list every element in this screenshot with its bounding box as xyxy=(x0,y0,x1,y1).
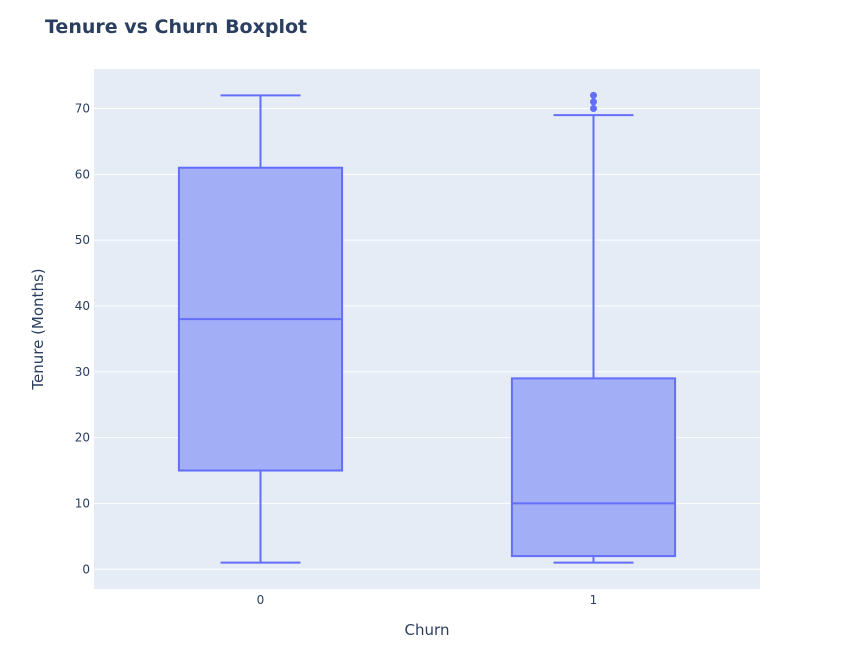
outlier-point xyxy=(590,104,597,112)
chart-title: Tenure vs Churn Boxplot xyxy=(45,16,308,38)
outlier-point xyxy=(590,98,597,106)
x-tick-label: 0 xyxy=(257,593,265,607)
y-tick-label: 50 xyxy=(75,233,90,247)
outlier-point xyxy=(590,91,597,99)
y-axis-title: Tenure (Months) xyxy=(29,268,47,390)
boxes xyxy=(177,91,677,564)
box-group xyxy=(510,91,677,564)
y-tick-label: 10 xyxy=(75,496,90,510)
y-tick-label: 70 xyxy=(75,101,90,115)
y-tick-label: 30 xyxy=(75,365,90,379)
x-tick-label: 1 xyxy=(590,593,598,607)
y-tick-label: 40 xyxy=(75,299,90,313)
y-tick-label: 20 xyxy=(75,431,90,445)
box-group xyxy=(177,94,344,564)
y-tick-labels: 0 10 20 30 40 50 60 70 xyxy=(75,101,90,576)
y-tick-label: 0 xyxy=(82,562,90,576)
x-axis-title: Churn xyxy=(405,621,450,639)
iqr-box xyxy=(510,377,677,558)
y-tick-label: 60 xyxy=(75,167,90,181)
